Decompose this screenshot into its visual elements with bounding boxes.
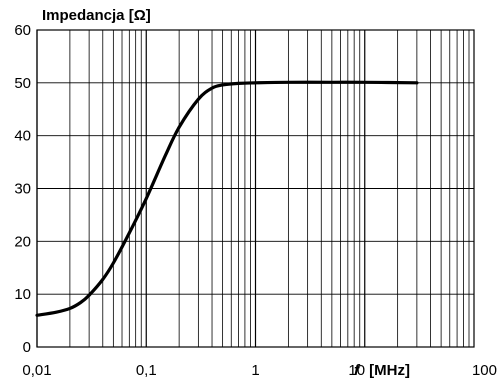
grid (36, 29, 474, 348)
y-tick-labels: 0 10 20 30 40 50 60 (14, 22, 31, 356)
x-axis-symbol: f (354, 362, 361, 379)
y-axis-label: Impedancja [Ω] (42, 7, 151, 24)
plot-frame (36, 29, 475, 348)
x-tick-label: 100 (472, 362, 497, 379)
y-tick-label: 60 (14, 22, 31, 39)
x-tick-label: 1 (251, 362, 259, 379)
y-tick-label: 20 (14, 233, 31, 250)
x-tick-label: 0,01 (22, 362, 51, 379)
x-tick-label: 0,1 (136, 362, 157, 379)
x-axis-label: f [MHz] (354, 362, 410, 379)
y-tick-label: 40 (14, 128, 31, 145)
x-tick-label: 10 (348, 362, 365, 379)
y-tick-label: 10 (14, 286, 31, 303)
y-tick-label: 50 (14, 75, 31, 92)
y-tick-label: 30 (14, 181, 31, 198)
y-tick-label: 0 (23, 339, 31, 356)
impedance-curve (35, 80, 419, 317)
x-axis-unit: [MHz] (369, 362, 410, 379)
x-tick-labels: 0,01 0,1 1 10 100 (22, 362, 497, 379)
